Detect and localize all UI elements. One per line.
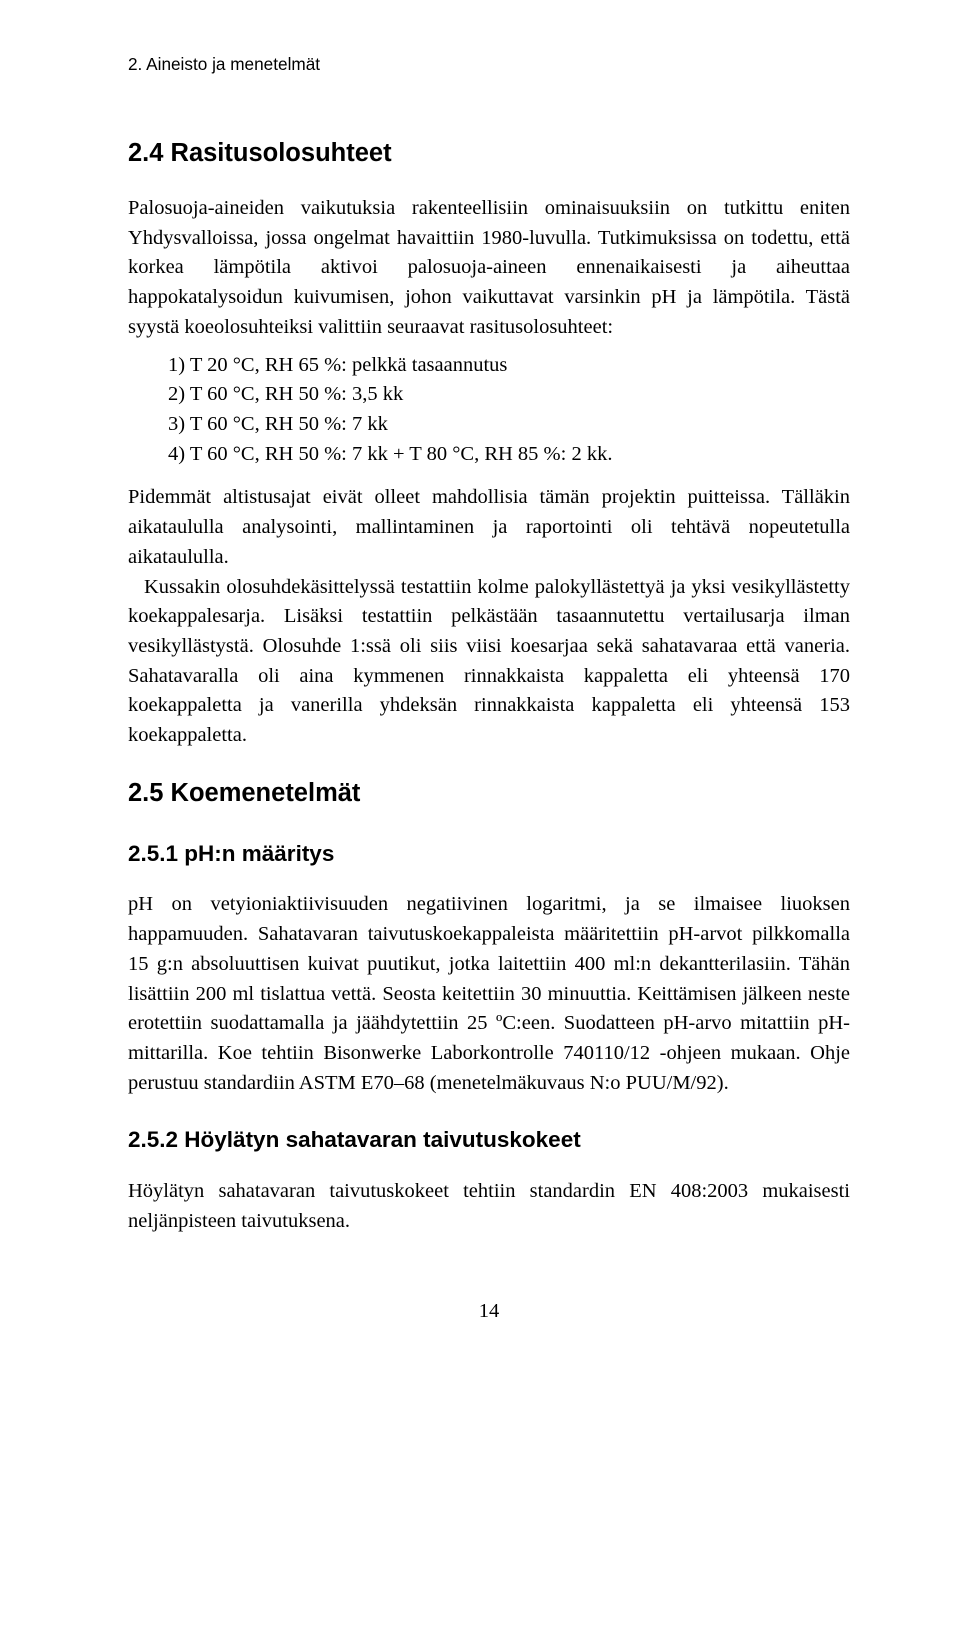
list-item: 2) T 60 °C, RH 50 %: 3,5 kk [168,380,850,410]
running-header: 2. Aineisto ja menetelmät [128,52,850,77]
list-item: 3) T 60 °C, RH 50 %: 7 kk [168,410,850,440]
heading-2-5: 2.5 Koemenetelmät [128,775,850,812]
paragraph: pH on vetyioniaktiivisuuden negatiivinen… [128,890,850,1098]
page: 2. Aineisto ja menetelmät 2.4 Rasitusolo… [0,0,960,1630]
paragraph: Palosuoja-aineiden vaikutuksia rakenteel… [128,194,850,343]
list-item: 1) T 20 °C, RH 65 %: pelkkä tasaannutus [168,351,850,381]
heading-2-5-2: 2.5.2 Höylätyn sahatavaran taivutuskokee… [128,1124,850,1157]
heading-2-5-1: 2.5.1 pH:n määritys [128,838,850,871]
paragraph: Höylätyn sahatavaran taivutuskokeet teht… [128,1177,850,1236]
paragraph: Kussakin olosuhdekäsittelyssä testattiin… [128,573,850,751]
page-number: 14 [128,1297,850,1327]
heading-2-4: 2.4 Rasitusolosuhteet [128,135,850,172]
list-item: 4) T 60 °C, RH 50 %: 7 kk + T 80 °C, RH … [168,440,850,470]
paragraph: Pidemmät altistusajat eivät olleet mahdo… [128,483,850,572]
enum-list: 1) T 20 °C, RH 65 %: pelkkä tasaannutus … [168,351,850,470]
